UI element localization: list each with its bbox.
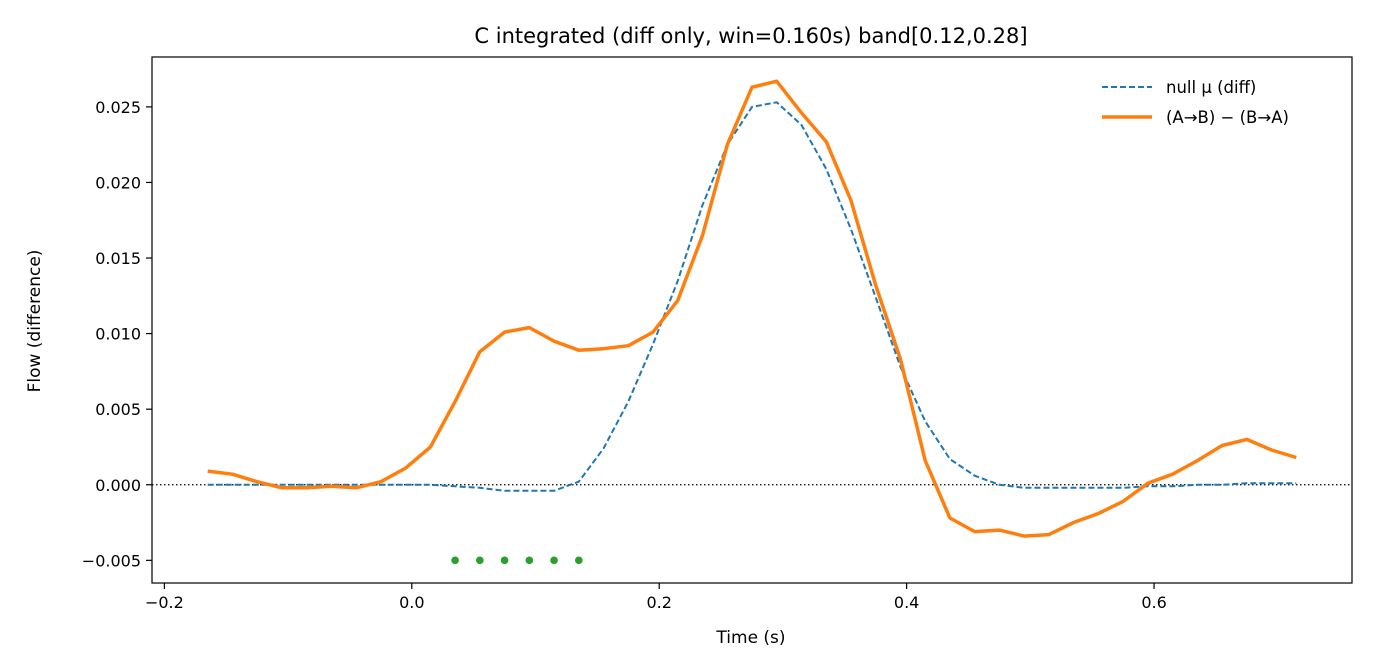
- y-tick-label: 0.010: [95, 325, 141, 344]
- significance-marker: [575, 556, 583, 565]
- plot-area: −0.2 0.0 0.2 0.4 0.6 −0.005 0.000 0.005 0.010 0.…: [82, 56, 1353, 612]
- y-axis-ticks: −0.005 0.000 0.005 0.010 0.015 0.020 0.025: [82, 98, 152, 570]
- chart-title: C integrated (diff only, win=0.160s) ban…: [474, 24, 1027, 48]
- difference-line: [207, 79, 1297, 538]
- x-tick-label: 0.2: [646, 593, 671, 612]
- significance-marker: [476, 556, 484, 565]
- significance-marker: [500, 556, 509, 565]
- x-axis-label: Time (s): [715, 628, 785, 648]
- plot-frame: [151, 56, 1353, 584]
- series-layer: [207, 79, 1297, 538]
- x-tick-label: 0.6: [1141, 593, 1166, 612]
- significance-marker: [451, 556, 459, 565]
- x-tick-label: 0.4: [894, 593, 919, 612]
- x-axis-ticks: −0.2 0.0 0.2 0.4 0.6: [145, 583, 1167, 612]
- y-tick-label: 0.000: [95, 476, 141, 495]
- y-tick-label: −0.005: [82, 551, 141, 570]
- y-axis-label: Flow (difference): [25, 250, 45, 393]
- x-tick-label: −0.2: [145, 593, 184, 612]
- significance-markers: [451, 556, 583, 565]
- legend-label-diff: (A→B) − (B→A): [1166, 108, 1289, 127]
- y-tick-label: 0.020: [95, 173, 141, 192]
- legend: null μ (diff) (A→B) − (B→A): [1102, 78, 1289, 127]
- y-tick-label: 0.025: [95, 98, 141, 117]
- null-mean-line: [207, 101, 1297, 492]
- x-tick-label: 0.0: [399, 593, 424, 612]
- legend-label-null: null μ (diff): [1166, 78, 1256, 97]
- significance-marker: [525, 556, 534, 565]
- y-tick-label: 0.015: [95, 249, 141, 268]
- y-tick-label: 0.005: [95, 400, 141, 419]
- significance-marker: [550, 556, 558, 565]
